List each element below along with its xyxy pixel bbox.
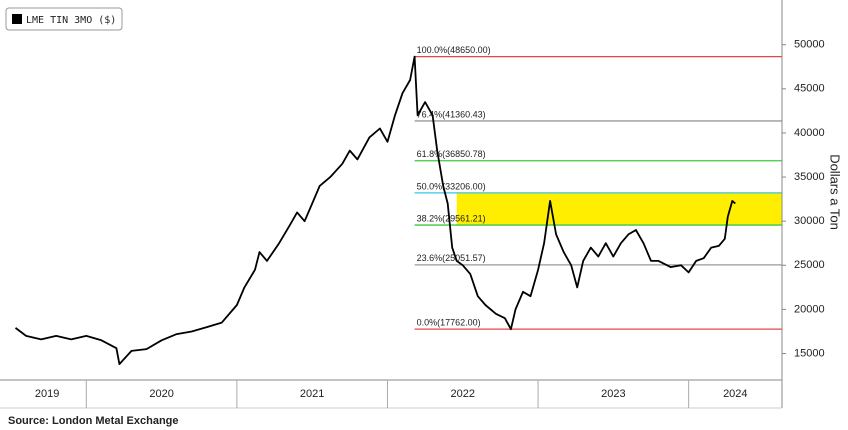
price-line <box>14 55 736 365</box>
y-tick-label: 50000 <box>794 39 825 51</box>
x-tick-label: 2019 <box>35 388 59 400</box>
y-tick-label: 25000 <box>794 259 825 271</box>
legend-label: LME TIN 3MO ($) <box>26 15 116 26</box>
x-tick-label: 2022 <box>451 388 475 400</box>
level-label: 50.0%(33206.00) <box>417 181 486 191</box>
legend-box <box>5 7 123 31</box>
y-tick-label: 40000 <box>794 127 825 139</box>
x-tick-label: 2024 <box>723 388 747 400</box>
x-tick-label: 2020 <box>149 388 173 400</box>
source-note: Source: London Metal Exchange <box>8 415 179 427</box>
y-tick-label: 30000 <box>794 215 825 227</box>
x-tick-label: 2023 <box>601 388 625 400</box>
x-tick-label: 2021 <box>300 388 324 400</box>
level-label: 38.2%(29561.21) <box>417 213 486 223</box>
legend-swatch <box>12 14 22 24</box>
highlight-band <box>456 192 782 226</box>
y-tick-label: 45000 <box>794 83 825 95</box>
level-label: 76.4%(41360.43) <box>417 109 486 119</box>
y-tick-label: 15000 <box>794 347 825 359</box>
y-tick-label: 20000 <box>794 303 825 315</box>
y-tick-label: 35000 <box>794 171 825 183</box>
y-axis-label: Dollars a Ton <box>828 154 843 230</box>
level-label: 100.0%(48650.00) <box>417 45 491 55</box>
level-label: 0.0%(17762.00) <box>417 318 481 328</box>
level-label: 23.6%(25051.57) <box>417 253 486 263</box>
level-label: 61.8%(36850.78) <box>417 149 486 159</box>
